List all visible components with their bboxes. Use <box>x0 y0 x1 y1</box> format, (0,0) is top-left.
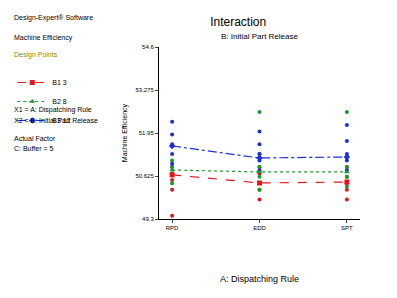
svg-text:Actual Factor: Actual Factor <box>14 135 56 142</box>
svg-text:Interaction: Interaction <box>210 15 266 29</box>
svg-text:B: Initial Part Release: B: Initial Part Release <box>221 32 298 41</box>
svg-text:B2 8: B2 8 <box>52 98 67 105</box>
svg-text:53.275: 53.275 <box>135 87 154 93</box>
svg-text:Machine Efficiency: Machine Efficiency <box>121 103 129 162</box>
svg-text:50.625: 50.625 <box>135 173 154 179</box>
svg-text:49.3: 49.3 <box>142 216 154 222</box>
svg-text:SPT: SPT <box>341 225 353 231</box>
svg-text:B3 12: B3 12 <box>52 117 70 124</box>
svg-text:C: Buffer = 5: C: Buffer = 5 <box>14 145 53 152</box>
svg-text:X2 = B: Initial Part Release: X2 = B: Initial Part Release <box>14 117 98 124</box>
svg-text:Design-Expert® Software: Design-Expert® Software <box>14 14 93 22</box>
svg-text:54.6: 54.6 <box>142 44 154 50</box>
svg-text:B1 3: B1 3 <box>52 79 67 86</box>
svg-text:Design Points: Design Points <box>14 51 58 59</box>
svg-text:Machine Efficiency: Machine Efficiency <box>14 34 73 42</box>
svg-text:X1 = A: Dispatching Rule: X1 = A: Dispatching Rule <box>14 106 92 114</box>
svg-text:RPD: RPD <box>166 225 179 231</box>
svg-text:51.95: 51.95 <box>139 130 155 136</box>
svg-text:EDD: EDD <box>253 225 266 231</box>
svg-text:A: Dispatching Rule: A: Dispatching Rule <box>220 274 299 284</box>
